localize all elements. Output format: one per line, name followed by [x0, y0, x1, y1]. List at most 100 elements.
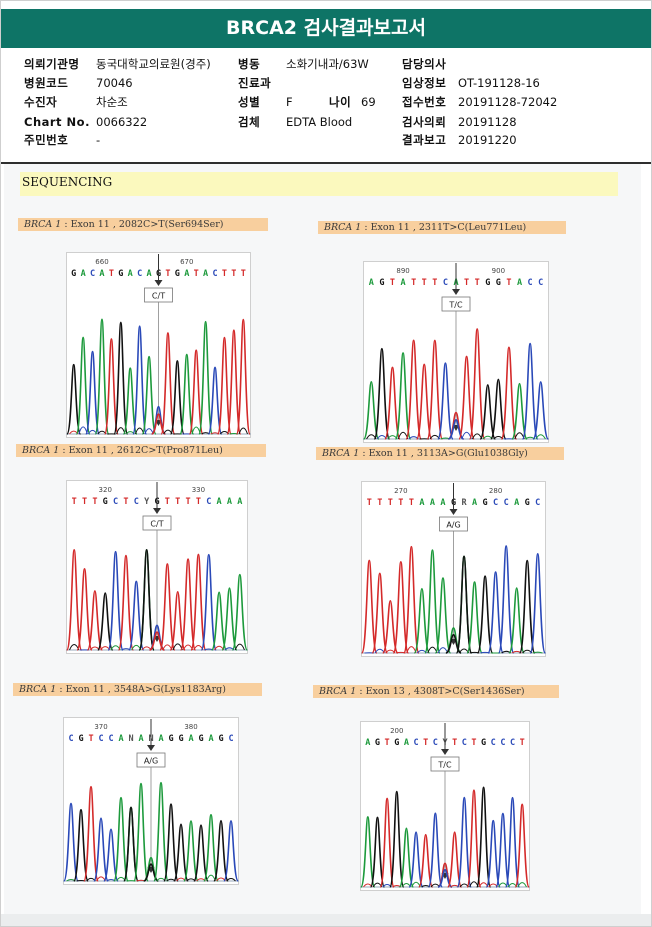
trace-peak [479, 384, 497, 440]
base-call: C [413, 738, 418, 748]
trace-peak [128, 580, 145, 651]
trace-frame [360, 721, 530, 891]
trace-peak [117, 554, 135, 651]
specimen-label: 검체 [238, 115, 261, 129]
base-call: T [82, 497, 87, 507]
base-call: A [237, 497, 242, 507]
trace-peak [403, 545, 420, 654]
trace-peak [500, 346, 518, 440]
base-call: C [443, 278, 448, 288]
gene-name: BRCA 1 [24, 219, 62, 230]
patient-name-label: 수진자 [24, 95, 58, 109]
variant-title: BRCA 1 : Exon 11 , 3113A>G(Glu1038Gly) [316, 447, 564, 460]
base-call: G [175, 269, 180, 279]
base-call: G [375, 738, 380, 748]
trace-peak [159, 563, 176, 651]
trace-peak [103, 828, 119, 882]
trace-peak [66, 363, 82, 435]
base-call: A [369, 278, 374, 288]
pointer-arrowhead [449, 509, 458, 515]
chromatogram-trace: 200AGTGACTCYTCTGCCCTT/C [360, 721, 530, 891]
trace-peak [213, 819, 229, 882]
base-call: C [90, 269, 95, 279]
trace-peak [107, 550, 124, 651]
chromatogram-trace: 890900AGTATTTCATTGGTACCT/C [362, 261, 550, 443]
hospital-code-value: 70046 [96, 76, 133, 90]
trace-peak [188, 349, 204, 435]
trace-peak [466, 581, 483, 654]
trace-frame [361, 481, 546, 657]
position-label-2: 280 [489, 487, 502, 495]
base-call: G [168, 734, 173, 744]
report-date-value: 20191220 [458, 133, 517, 147]
base-call: C [510, 738, 515, 748]
base-call: T [241, 269, 246, 279]
trace-noise [234, 643, 245, 651]
position-label-1: 370 [94, 723, 107, 731]
age-label: 나이 [329, 95, 352, 109]
pointer-arrowhead [147, 745, 155, 751]
clinical-info-label: 임상정보 [402, 76, 447, 90]
trace-peak [362, 381, 380, 440]
base-call: N [128, 734, 133, 744]
receipt-no-value: 20191128-72042 [458, 95, 558, 109]
trace-frame [66, 252, 251, 438]
base-call: T [165, 269, 170, 279]
request-date-value: 20191128 [458, 115, 517, 129]
base-call: A [138, 734, 143, 744]
receipt-no-label: 접수번호 [402, 95, 447, 109]
trace-peak [384, 366, 401, 440]
gene-name: BRCA 1 [19, 684, 57, 695]
section-title: SEQUENCING [20, 172, 618, 196]
base-call: C [491, 738, 496, 748]
base-call: T [72, 497, 77, 507]
trace-peak [369, 816, 386, 888]
chart-no-label: Chart No. [24, 115, 90, 129]
trace-peak [163, 803, 179, 882]
trace-peak [468, 328, 486, 440]
base-call: A [227, 497, 232, 507]
base-call: A [81, 269, 86, 279]
trace-peak [216, 336, 232, 435]
base-call: G [118, 269, 123, 279]
base-call: T [506, 278, 511, 288]
clinical-info-value: OT-191128-16 [458, 76, 540, 90]
trace-peak [76, 567, 93, 651]
base-call: A [188, 734, 193, 744]
trace-peak [497, 545, 515, 654]
base-call: C [108, 734, 113, 744]
base-call: T [92, 497, 97, 507]
chromatogram-svg: 660670GACATGACAGTGATACTTTC/T [66, 252, 251, 438]
base-call: G [483, 498, 488, 508]
base-call: A [472, 498, 477, 508]
base-call: G [485, 278, 490, 288]
variant-title: BRCA 1 : Exon 11 , 3548A>G(Lys1183Arg) [13, 683, 262, 696]
base-call: A [208, 734, 213, 744]
resident-no-value: - [96, 133, 101, 147]
base-call: C [228, 734, 233, 744]
resident-no-label: 주민번호 [24, 133, 69, 147]
pointer-arrowhead [154, 280, 163, 286]
gene-name: BRCA 1 [324, 222, 362, 233]
variant-title: BRCA 1 : Exon 11 , 2082C>T(Ser694Ser) [18, 218, 268, 231]
trace-peak [389, 790, 405, 888]
trace-peak [490, 378, 507, 440]
base-call: G [103, 497, 108, 507]
base-call: A [440, 498, 445, 508]
base-call: T [475, 278, 480, 288]
trace-peak [138, 549, 155, 651]
variant-description: : Exon 11 , 3548A>G(Lys1183Arg) [59, 684, 226, 695]
trace-peak [122, 367, 138, 435]
base-call: T [411, 278, 416, 288]
base-call: C [500, 738, 505, 748]
base-call: T [231, 269, 236, 279]
base-call: C [433, 738, 438, 748]
trace-peak [200, 553, 217, 651]
base-call: C [113, 497, 118, 507]
chromatogram-svg: 200AGTGACTCYTCTGCCCTT/C [360, 721, 530, 891]
sex-label: 성별 [238, 95, 261, 109]
position-label-1: 660 [95, 258, 108, 266]
trace-peak [466, 789, 482, 888]
trace-peak [424, 549, 441, 654]
trace-peak [93, 817, 109, 882]
